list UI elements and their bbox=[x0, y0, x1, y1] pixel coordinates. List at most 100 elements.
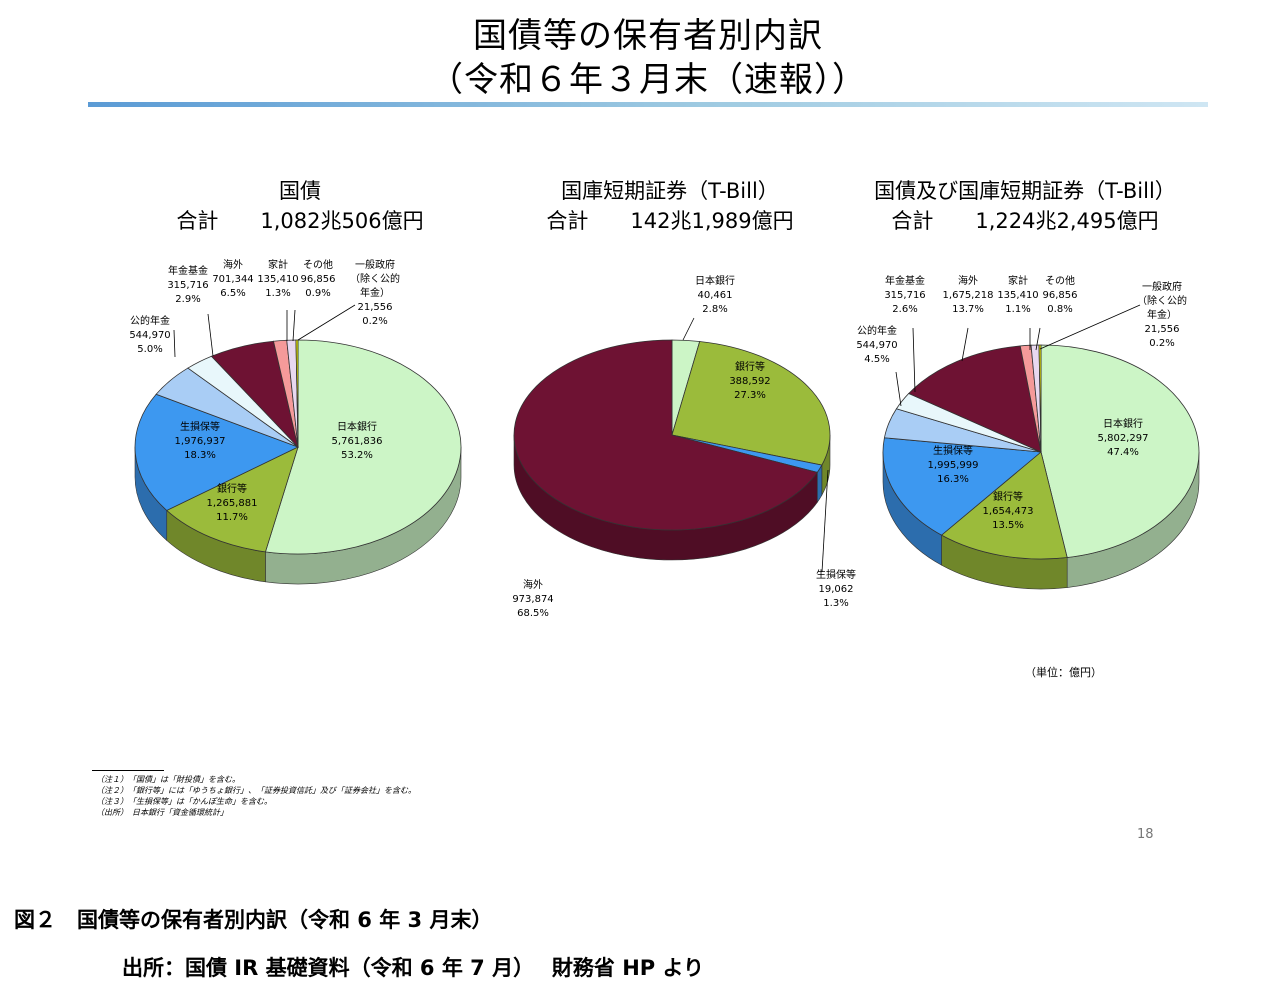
data-label-value-insurers: 19,062 bbox=[819, 584, 854, 595]
pie-slice-boj bbox=[264, 339, 462, 555]
data-label-name-general-government: 年金） bbox=[360, 286, 390, 299]
data-label-percent-general-government: 0.2% bbox=[362, 316, 387, 327]
data-label-percent-overseas: 6.5% bbox=[220, 288, 245, 299]
data-label-name-banks: 銀行等 bbox=[735, 360, 765, 373]
data-label-name-general-government: 年金） bbox=[1147, 308, 1177, 321]
leader-line-public-pension bbox=[895, 371, 902, 407]
chart-3-title: 国債及び国庫短期証券（T-Bill） bbox=[874, 179, 1176, 203]
data-label-name-banks: 銀行等 bbox=[217, 482, 247, 495]
data-label-value-households: 135,410 bbox=[257, 274, 298, 285]
data-label-percent-others: 0.8% bbox=[1047, 304, 1072, 315]
leader-line-overseas bbox=[961, 327, 969, 362]
pie-chart-1: 日本銀行 5,761,836 53.2% 銀行等 1,265,881 11.7% 生損保等 1… bbox=[129, 258, 462, 585]
chart-2-title: 国庫短期証券（T-Bill） bbox=[561, 179, 779, 203]
data-label-value-overseas: 1,675,218 bbox=[943, 290, 994, 301]
pie-slice-insurers bbox=[882, 437, 1042, 536]
leader-line-others bbox=[292, 309, 296, 342]
data-label-name-boj: 日本銀行 bbox=[337, 420, 377, 433]
data-label-percent-boj: 47.4% bbox=[1107, 447, 1139, 458]
data-label-percent-public-pension: 4.5% bbox=[864, 354, 889, 365]
data-label-percent-overseas: 68.5% bbox=[517, 608, 549, 619]
data-label-value-public-pension: 544,970 bbox=[129, 330, 170, 341]
data-label-name-pension-funds: 年金基金 bbox=[168, 264, 208, 277]
data-label-name-general-government: 一般政府 bbox=[1142, 280, 1182, 293]
title-line-2: （令和６年３月末（速報）） bbox=[429, 60, 867, 100]
data-label-name-pension-funds: 年金基金 bbox=[885, 274, 925, 287]
data-label-value-general-government: 21,556 bbox=[1145, 324, 1180, 335]
data-label-percent-pension-funds: 2.6% bbox=[892, 304, 917, 315]
data-label-percent-boj: 2.8% bbox=[702, 304, 727, 315]
data-label-value-boj: 5,761,836 bbox=[332, 436, 383, 447]
leader-line-public-pension bbox=[173, 329, 176, 358]
data-label-name-overseas: 海外 bbox=[223, 258, 243, 271]
chart-1-total: 合計 1,082兆506億円 bbox=[176, 209, 424, 233]
data-label-name-banks: 銀行等 bbox=[993, 490, 1023, 503]
data-label-value-banks: 1,265,881 bbox=[207, 498, 258, 509]
chart-2-total: 合計 142兆1,989億円 bbox=[546, 209, 794, 233]
leader-line-insurers bbox=[821, 469, 829, 573]
data-label-value-pension-funds: 315,716 bbox=[167, 280, 208, 291]
data-label-name-insurers: 生損保等 bbox=[933, 444, 973, 457]
pie-slice-overseas bbox=[908, 345, 1042, 453]
data-label-name-others: その他 bbox=[303, 258, 333, 271]
leader-line-others bbox=[1035, 327, 1041, 351]
figure-caption: 図２ 国債等の保有者別内訳（令和 6 年 3 月末） bbox=[14, 908, 493, 932]
chart-3-header: 国債及び国庫短期証券（T-Bill） 合計 1,224兆2,495億円 bbox=[840, 176, 1210, 236]
pie-chart-1-labels: 日本銀行 5,761,836 53.2% 銀行等 1,265,881 11.7% 生損保等 1… bbox=[129, 258, 400, 523]
unit-note: （単位：億円） bbox=[1025, 666, 1102, 679]
notes-divider bbox=[92, 770, 164, 771]
pie-slice-banks bbox=[166, 446, 299, 553]
data-label-percent-insurers: 16.3% bbox=[937, 474, 969, 485]
data-label-percent-households: 1.3% bbox=[265, 288, 290, 299]
data-label-name-overseas: 海外 bbox=[958, 274, 978, 287]
pie-chart-3-labels: 日本銀行 5,802,297 47.4% 銀行等 1,654,473 13.5% 生損保等 1… bbox=[856, 274, 1187, 531]
data-label-value-banks: 1,654,473 bbox=[983, 506, 1034, 517]
pie-slice-general-government bbox=[295, 339, 299, 448]
data-label-value-insurers: 1,976,937 bbox=[175, 436, 226, 447]
data-label-percent-overseas: 13.7% bbox=[952, 304, 984, 315]
data-label-percent-insurers: 18.3% bbox=[184, 450, 216, 461]
data-label-name-insurers: 生損保等 bbox=[180, 420, 220, 433]
data-label-name-households: 家計 bbox=[268, 258, 288, 271]
pie-chart-2-labels: 日本銀行 40,461 2.8% 銀行等 388,592 27.3% 生損保等 19,062 1… bbox=[512, 274, 856, 619]
page-title: 国債等の保有者別内訳 （令和６年３月末（速報）） bbox=[0, 14, 1280, 102]
chart-1-title: 国債 bbox=[279, 179, 321, 203]
data-label-percent-banks: 13.5% bbox=[992, 520, 1024, 531]
chart-1-header: 国債 合計 1,082兆506億円 bbox=[130, 176, 470, 236]
data-label-percent-insurers: 1.3% bbox=[823, 598, 848, 609]
data-label-percent-banks: 27.3% bbox=[734, 390, 766, 401]
data-label-percent-general-government: 0.2% bbox=[1149, 338, 1174, 349]
data-label-value-insurers: 1,995,999 bbox=[928, 460, 979, 471]
chart-3-total: 合計 1,224兆2,495億円 bbox=[891, 209, 1159, 233]
data-label-percent-pension-funds: 2.9% bbox=[175, 294, 200, 305]
data-label-value-boj: 5,802,297 bbox=[1098, 433, 1149, 444]
data-label-name-general-government: 一般政府 bbox=[355, 258, 395, 271]
data-label-percent-households: 1.1% bbox=[1005, 304, 1030, 315]
data-label-value-overseas: 701,344 bbox=[212, 274, 253, 285]
figure-source: 出所：国債 IR 基礎資料（令和 6 年 7 月） 財務省 HP より bbox=[122, 956, 705, 980]
leader-line-pension-funds bbox=[912, 327, 916, 393]
data-label-value-general-government: 21,556 bbox=[358, 302, 393, 313]
data-label-percent-banks: 11.7% bbox=[216, 512, 248, 523]
data-label-name-public-pension: 公的年金 bbox=[857, 324, 897, 337]
chart-2-header: 国庫短期証券（T-Bill） 合計 142兆1,989億円 bbox=[500, 176, 840, 236]
pie-slice-boj bbox=[1040, 344, 1200, 558]
data-label-name-others: その他 bbox=[1045, 274, 1075, 287]
footnote-2: （注２） 「銀行等」には「ゆうちょ銀行」、「証券投資信託」及び「証券会社」を含む… bbox=[96, 786, 416, 795]
page-number: 18 bbox=[1137, 827, 1154, 842]
footnote-3: （注３） 「生損保等」は「かんぽ生命」を含む。 bbox=[96, 797, 272, 806]
data-label-name-overseas: 海外 bbox=[523, 578, 543, 591]
data-label-value-public-pension: 544,970 bbox=[856, 340, 897, 351]
pie-slice-banks bbox=[671, 341, 831, 466]
footnote-1: （注１） 「国債」は「財投債」を含む。 bbox=[96, 775, 240, 784]
pie-slice-general-government bbox=[1038, 344, 1042, 453]
data-label-percent-public-pension: 5.0% bbox=[137, 344, 162, 355]
pie-chart-1-slices bbox=[134, 339, 462, 555]
data-label-value-others: 96,856 bbox=[1043, 290, 1078, 301]
data-label-value-pension-funds: 315,716 bbox=[884, 290, 925, 301]
footnote-source: （出所） 日本銀行「資金循環統計」 bbox=[96, 808, 228, 817]
data-label-name-public-pension: 公的年金 bbox=[130, 314, 170, 327]
title-underline bbox=[88, 102, 1208, 107]
data-label-name-insurers: 生損保等 bbox=[816, 568, 856, 581]
leader-line-boj bbox=[682, 317, 695, 341]
